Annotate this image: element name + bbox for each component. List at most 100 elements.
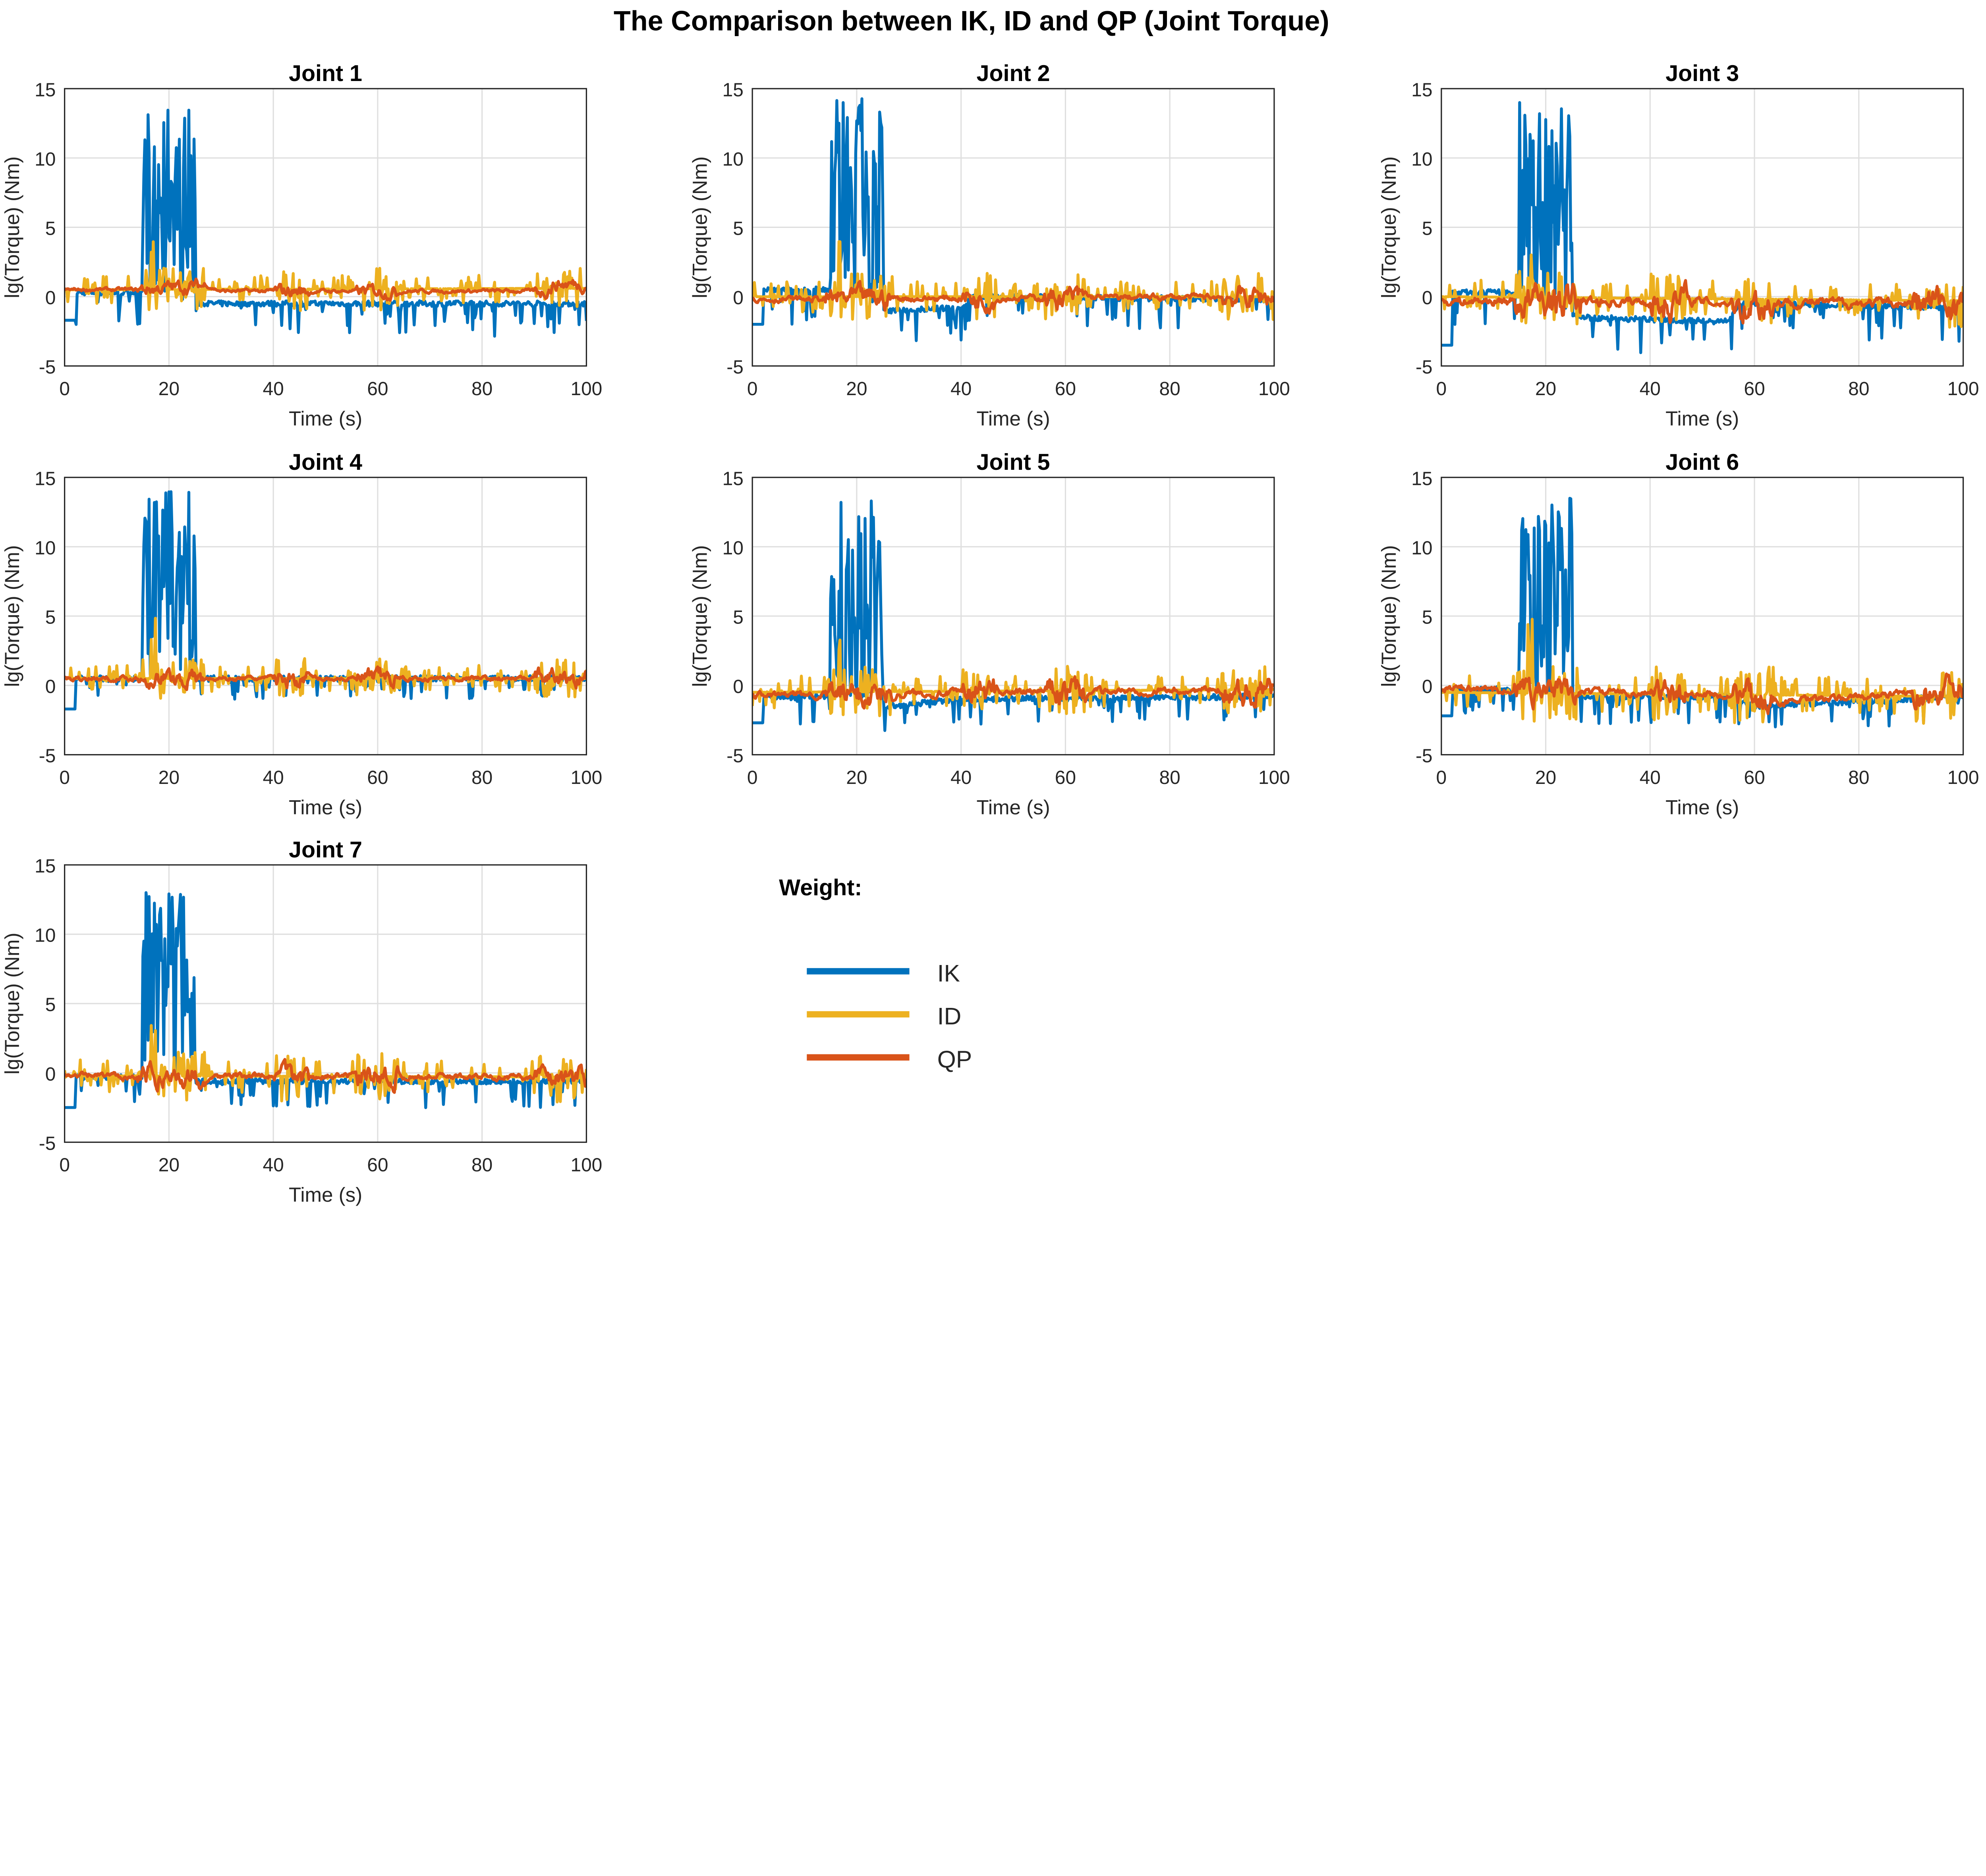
x-tick-label: 100 [1947, 767, 1979, 788]
axes-box [752, 477, 1275, 756]
y-axis-label: lg(Torque) (Nm) [688, 156, 711, 298]
y-tick-label: 10 [723, 149, 744, 170]
y-tick-label: 0 [733, 676, 744, 697]
y-tick-label: 5 [1422, 607, 1433, 628]
series-line-qp [752, 676, 1274, 710]
subplot-title: Joint 4 [289, 450, 362, 475]
legend-label-ik: IK [937, 959, 960, 986]
series-line-qp [1441, 279, 1963, 325]
y-tick-label: 0 [1422, 676, 1433, 697]
y-tick-label: 15 [1411, 79, 1432, 100]
y-tick-label: 0 [45, 288, 56, 309]
series-line-ik [752, 499, 1274, 732]
x-tick-label: 20 [1535, 378, 1556, 400]
x-tick-label: 20 [846, 767, 867, 788]
series-line-qp [64, 277, 587, 302]
y-tick-label: 5 [1422, 218, 1433, 239]
x-tick-label: 80 [471, 767, 493, 788]
x-tick-label: 40 [263, 378, 284, 400]
y-tick-label: 5 [45, 607, 56, 628]
x-tick-label: 80 [471, 378, 493, 400]
y-axis-label: lg(Torque) (Nm) [1377, 545, 1400, 687]
y-tick-label: 5 [733, 218, 744, 239]
y-tick-label: 15 [723, 468, 744, 489]
x-tick-label: 20 [158, 767, 180, 788]
series-line-id [752, 638, 1274, 717]
y-tick-label: -5 [39, 746, 56, 767]
x-tick-label: 80 [1848, 378, 1869, 400]
x-tick-label: 100 [570, 378, 602, 400]
y-tick-label: 10 [1411, 149, 1432, 170]
y-tick-label: 15 [35, 468, 56, 489]
axes-box [1441, 477, 1964, 756]
x-tick-label: 100 [570, 767, 602, 788]
y-tick-label: 0 [45, 676, 56, 697]
subplot-title: Joint 1 [289, 61, 362, 86]
series-line-qp [64, 1058, 587, 1094]
y-tick-label: 5 [733, 607, 744, 628]
axes-box [752, 88, 1275, 367]
x-tick-label: 0 [1436, 378, 1447, 400]
y-tick-label: 15 [35, 79, 56, 100]
x-tick-label: 100 [570, 1155, 602, 1176]
x-tick-label: 0 [1436, 767, 1447, 788]
x-tick-label: 60 [367, 1155, 388, 1176]
y-tick-label: -5 [1416, 357, 1433, 378]
legend-label-id: ID [937, 1003, 962, 1030]
series-line-ik [64, 891, 587, 1109]
x-tick-label: 40 [950, 767, 972, 788]
x-tick-label: 0 [59, 1155, 70, 1176]
x-tick-label: 80 [1159, 767, 1180, 788]
x-tick-label: 60 [1744, 767, 1765, 788]
y-tick-label: 15 [723, 79, 744, 100]
series-line-id [64, 240, 587, 312]
x-tick-label: 20 [1535, 767, 1556, 788]
y-tick-label: 10 [35, 925, 56, 946]
y-tick-label: -5 [39, 1133, 56, 1154]
figure: The Comparison between IK, ID and QP (Jo… [0, 5, 1979, 1206]
x-tick-label: 0 [747, 378, 758, 400]
series-line-ik [1441, 101, 1963, 354]
series-line-qp [64, 665, 587, 691]
axes-box [64, 88, 587, 367]
x-axis-label: Time (s) [1665, 796, 1739, 818]
legend-heading: Weight: [779, 875, 862, 900]
y-tick-label: 10 [35, 538, 56, 559]
x-tick-label: 0 [59, 767, 70, 788]
y-tick-label: 5 [45, 218, 56, 239]
series-line-qp [752, 280, 1274, 315]
x-tick-label: 60 [367, 767, 388, 788]
x-tick-label: 80 [1848, 767, 1869, 788]
x-tick-label: 20 [158, 1155, 180, 1176]
axes-box [64, 864, 587, 1143]
x-tick-label: 40 [263, 1155, 284, 1176]
x-axis-label: Time (s) [976, 407, 1050, 430]
y-tick-label: 0 [1422, 288, 1433, 309]
y-axis-label: lg(Torque) (Nm) [1, 156, 23, 298]
y-tick-label: 10 [35, 149, 56, 170]
y-axis-label: lg(Torque) (Nm) [688, 545, 711, 687]
x-axis-label: Time (s) [976, 796, 1050, 818]
x-tick-label: 60 [1055, 378, 1076, 400]
y-tick-label: -5 [1416, 746, 1433, 767]
x-tick-label: 100 [1947, 378, 1979, 400]
x-tick-label: 60 [1744, 378, 1765, 400]
axes-box [64, 477, 587, 756]
y-tick-label: 15 [1411, 468, 1432, 489]
x-axis-label: Time (s) [289, 407, 362, 430]
legend: Weight: IK ID QP [779, 875, 972, 1073]
y-tick-label: 0 [45, 1064, 56, 1085]
subplot-title: Joint 2 [977, 61, 1050, 86]
x-tick-label: 100 [1258, 767, 1290, 788]
series-line-qp [1441, 672, 1963, 715]
x-tick-label: 60 [1055, 767, 1076, 788]
x-tick-label: 60 [367, 378, 388, 400]
x-axis-label: Time (s) [1665, 407, 1739, 430]
y-axis-label: lg(Torque) (Nm) [1, 933, 23, 1075]
